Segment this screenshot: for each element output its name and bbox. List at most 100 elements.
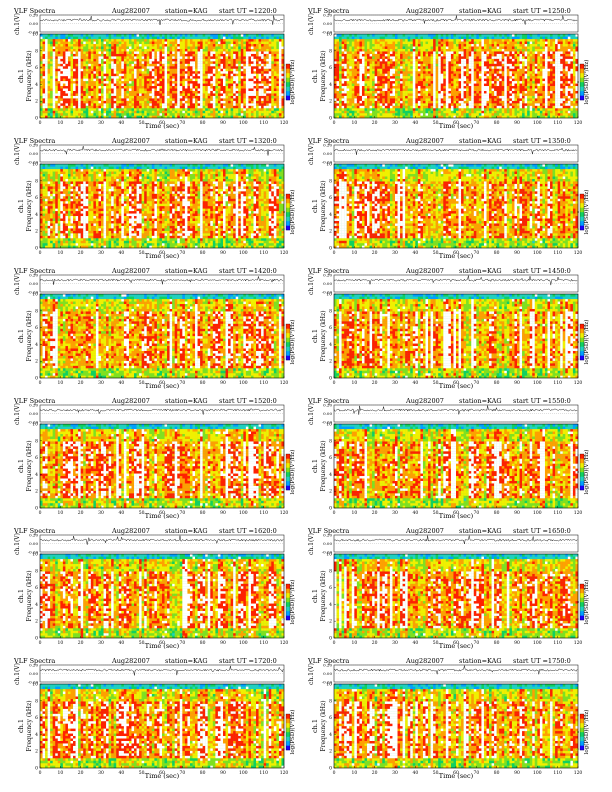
spectrogram-cell [240, 93, 244, 96]
spectrogram-cell [149, 115, 152, 119]
spectrogram-cell [189, 108, 193, 111]
spectrogram-cell [339, 56, 342, 59]
spectrogram-cell [367, 71, 370, 74]
spectrogram-cell [197, 110, 201, 114]
spectrogram-cell [207, 110, 211, 114]
spectrogram-cell [392, 110, 396, 114]
spectrogram-cell [70, 88, 74, 91]
spectrogram-cell [55, 83, 58, 87]
spectrogram-cell [238, 71, 241, 74]
spectrogram-cell [111, 58, 114, 62]
spectrogram-cell [159, 80, 163, 84]
spectrogram-cell [258, 95, 262, 99]
spectrogram-svg: VLF Spectra Aug282007 station=KAG start UT … [307, 7, 590, 130]
spectrogram-cell [384, 103, 388, 106]
spectrogram-cell [195, 83, 198, 87]
spectrogram-cell [169, 56, 173, 59]
spectrogram-cell [261, 71, 264, 74]
spectrogram-cell [250, 105, 254, 109]
spectrogram-cell [90, 110, 94, 114]
spectrogram-cell [445, 115, 449, 119]
spectrogram-cell [70, 68, 74, 72]
spectrogram-cell [417, 53, 421, 57]
spectrogram-cell [57, 38, 61, 42]
spectrogram-cell [276, 48, 280, 52]
spectrogram-cell [184, 103, 188, 106]
spectrogram-cell [162, 80, 165, 84]
spectrogram-cell [341, 95, 345, 99]
spectrogram-cell [369, 80, 373, 84]
spectrogram-cell [382, 38, 385, 42]
spectrogram-cell [162, 98, 165, 101]
spectrogram-cell [273, 83, 277, 87]
spectrogram-cell [67, 78, 71, 82]
spectrogram-cell [233, 90, 236, 94]
spectrogram-cell [174, 53, 178, 57]
spectrogram-cell [250, 85, 254, 89]
spectrogram-cell [167, 93, 170, 96]
spectrogram-cell [374, 113, 378, 116]
spectrogram-cell [344, 83, 347, 87]
spectrogram-cell [215, 103, 219, 106]
spectrogram-cell [149, 66, 152, 69]
spectrogram-cell [156, 56, 160, 59]
spectrogram-cell [402, 100, 406, 104]
spectrogram-cell [428, 34, 431, 37]
y-tick-label: 2 [35, 99, 38, 105]
spectrogram-cell [268, 85, 272, 89]
spectrogram-cell [405, 34, 408, 37]
spectrogram-cell [240, 41, 244, 45]
spectrogram-cell [151, 110, 155, 114]
spectrogram-cell [346, 63, 350, 67]
spectrogram-cell [62, 78, 66, 82]
spectrogram-cell [106, 63, 109, 67]
spectrogram-cell [83, 66, 86, 69]
spectrogram-cell [60, 76, 64, 79]
spectrogram-cell [57, 80, 61, 84]
spectrogram-cell [256, 53, 259, 57]
spectrogram-cell [52, 56, 56, 59]
spectrogram-cell [128, 103, 132, 106]
spectrogram-cell [85, 88, 89, 91]
spectrogram-cell [341, 56, 345, 59]
spectrogram-cell [88, 76, 91, 79]
spectrogram-cell [384, 83, 388, 87]
spectrogram-cell [70, 115, 74, 119]
spectrogram-cell [367, 48, 370, 52]
spectrogram-cell [101, 95, 104, 99]
spectrogram-cell [141, 41, 145, 45]
spectrogram-cell [136, 113, 140, 116]
spectrogram-cell [202, 115, 206, 119]
spectrogram-cell [40, 56, 43, 59]
spectrogram-cell [253, 110, 257, 114]
amplitude-axis-label: ch.1(V) [14, 13, 21, 35]
spectrogram-cell [90, 38, 94, 42]
spectrogram-cell [151, 56, 155, 59]
spectrogram-cell [70, 105, 74, 109]
spectrogram-cell [187, 76, 191, 79]
spectrogram-cell [400, 113, 403, 116]
spectrogram-cell [235, 88, 239, 91]
spectrogram-cell [367, 95, 370, 99]
spectrogram-cell [215, 83, 219, 87]
spectrogram-cell [266, 108, 269, 111]
spectrogram-cell [359, 66, 363, 69]
spectrogram-cell [65, 76, 69, 79]
spectrogram-cell [98, 98, 102, 101]
spectrogram-cell [238, 85, 241, 89]
spectrogram-cell [268, 93, 272, 96]
spectrogram-cell [261, 83, 264, 87]
spectrogram-cell [420, 73, 424, 77]
spectrogram-cell [164, 85, 168, 89]
spectrogram-cell [205, 41, 208, 45]
spectrogram-cell [146, 113, 150, 116]
spectrogram-cell [238, 90, 241, 94]
spectrogram-cell [73, 115, 76, 119]
spectrogram-cell [443, 34, 446, 37]
spectrogram-cell [263, 73, 267, 77]
spectrogram-cell [144, 88, 147, 91]
spectrogram-cell [85, 43, 89, 47]
spectrogram-cell [113, 103, 117, 106]
spectrogram-cell [187, 38, 191, 42]
spectrogram-cell [349, 105, 352, 109]
